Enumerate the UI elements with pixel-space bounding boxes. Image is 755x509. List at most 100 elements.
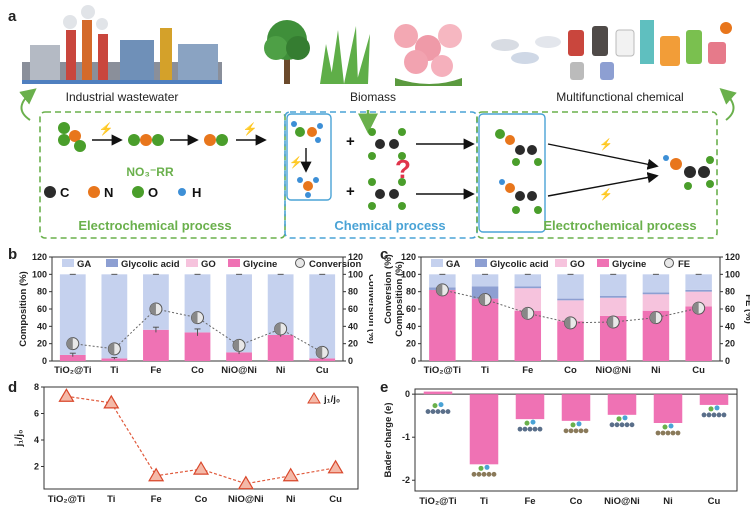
y2-tick-label: 100 [725,269,740,279]
surface-atom [675,430,681,436]
series-point-half [649,311,656,324]
bar-ga [471,274,499,287]
bar-ga [429,274,456,288]
y-axis-label-secondary: Composition (%) [394,261,405,336]
y-tick-label: 8 [34,382,39,392]
factory-illustration [22,5,222,84]
series-point-half [108,342,115,355]
plot-frame [414,388,738,492]
y2-tick-label: 40 [348,321,358,331]
legend-label: FE [678,259,690,270]
bar-bader-charge [653,394,683,423]
surface-atom [430,409,436,414]
y-axis-label: j₁/j₀ [14,430,25,448]
bar-bader-charge [423,391,453,395]
y-tick-label: 0 [405,389,410,399]
atom-legend-label-n: N [104,185,113,200]
surface-atom [486,471,492,477]
y-axis-label: Bader charge (e) [383,403,394,478]
bar-glycolic-acid [599,296,627,298]
series-point-half [191,311,198,324]
atom-legend-swatch-h [178,188,186,196]
surface-atom [522,426,528,432]
adsorbate-atom [570,422,576,428]
y2-tick-label: 40 [725,321,735,331]
bar-go [685,291,712,307]
x-tick-label: TiO₂@Ti [419,496,456,507]
x-tick-label: Fe [522,365,533,376]
series-point-half [316,346,323,359]
y-tick-label: 60 [37,304,47,314]
plot-frame [43,386,359,490]
x-tick-label: TiO₂@Ti [54,365,91,376]
bar-glycine [101,358,128,361]
series-point-half [607,316,614,328]
series-point-half [274,322,281,335]
x-tick-label: Ti [110,365,118,376]
biomass-illustration [264,20,462,86]
y-axis-label: Conversion (%) [383,254,394,324]
y-tick-label: 100 [32,269,47,279]
surface-atom [532,426,538,432]
bar-glycine [685,306,712,361]
y2-tick-label: 80 [348,287,358,297]
adsorbate-atom [530,419,536,425]
legend-label: GO [201,259,216,270]
bar-glycine [267,335,294,361]
legend-label: GA [446,259,460,270]
bar-glycine [471,298,499,361]
no-molecule [204,134,228,146]
bar-ga [309,274,336,359]
surface-atom [491,471,497,477]
electrochemical-process-label-2: Electrochemical process [543,218,696,233]
y2-tick-label: 0 [348,356,353,366]
bar-ga [685,274,712,290]
series-point [103,394,120,409]
x-tick-label: Ni [286,494,296,505]
surface-atom [670,430,676,436]
surface-atom [573,428,579,434]
x-tick-label: Ni [276,365,286,376]
y-tick-label: 80 [37,287,47,297]
adsorbate-atom [668,423,674,429]
adsorbate-atom [478,465,484,471]
atom-legend-swatch-o [132,186,144,198]
multifunctional-chemical-label: Multifunctional chemical [556,90,683,104]
y2-tick-label: 120 [348,252,363,262]
bar-glycolic-acid [642,292,670,295]
adsorbate-atom [708,406,714,412]
y2-tick-label: 80 [725,287,735,297]
legend-swatch [555,259,567,267]
x-tick-label: Fe [151,494,162,505]
glycine-molecule [663,155,714,190]
electrochemical-box-2 [476,111,718,239]
y-tick-label: 4 [34,435,39,445]
surface-atom [481,471,487,477]
y2-tick-label: 60 [725,304,735,314]
biomass-label: Biomass [350,90,396,104]
bar-glycine [184,332,211,361]
atom-legend-label-c: C [60,185,70,200]
adsorbate-atom [484,464,490,470]
series-point [237,475,254,490]
legend-label: Glycine [612,259,646,270]
x-tick-label: Fe [524,496,535,507]
electrochemical-process-label-1: Electrochemical process [78,218,231,233]
bar-glycolic-acid [471,286,499,299]
legend-label: Glycolic acid [121,259,180,270]
y-tick-label: 0 [42,356,47,366]
adsorbate-atom [616,416,622,422]
adsorbate-atom [622,415,628,421]
adsorbate-atom [714,405,720,411]
bar-glycine [143,329,169,361]
series-point-half [436,283,443,296]
svg-text:+: + [346,183,355,200]
surface-atom [624,422,630,428]
bar-glycolic-acid [514,286,542,289]
surface-atom [629,422,635,428]
chemical-box [284,111,478,239]
y2-tick-label: 100 [348,269,363,279]
question-mark-icon: ? [395,154,411,184]
